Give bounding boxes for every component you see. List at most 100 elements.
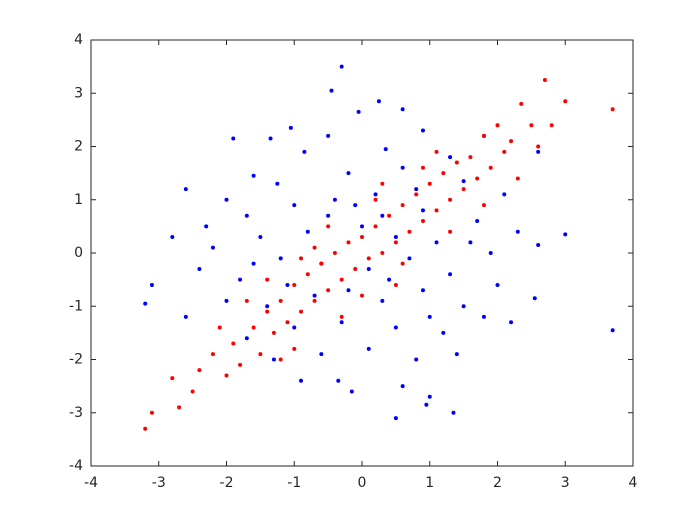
point <box>400 165 405 170</box>
point <box>143 426 148 431</box>
point <box>238 362 243 367</box>
point <box>448 229 453 234</box>
point <box>519 101 524 106</box>
y-tick-label: 0 <box>74 245 83 261</box>
point <box>563 99 568 104</box>
point <box>393 235 398 240</box>
point <box>251 173 256 178</box>
point <box>326 133 331 138</box>
point <box>536 149 541 154</box>
point <box>434 149 439 154</box>
point <box>532 296 537 301</box>
point <box>393 325 398 330</box>
y-tick-label: -1 <box>69 298 83 314</box>
point <box>420 128 425 133</box>
point <box>509 320 514 325</box>
point <box>434 208 439 213</box>
point <box>224 298 229 303</box>
point <box>393 416 398 421</box>
point <box>217 325 222 330</box>
point <box>407 229 412 234</box>
point <box>326 288 331 293</box>
y-tick-label: -3 <box>69 405 83 421</box>
point <box>177 405 182 410</box>
point <box>420 165 425 170</box>
x-tick-label: 3 <box>561 475 570 491</box>
point <box>329 88 334 93</box>
point <box>366 266 371 271</box>
point <box>536 144 541 149</box>
point <box>515 229 520 234</box>
point <box>268 136 273 141</box>
point <box>197 266 202 271</box>
point <box>244 213 249 218</box>
point <box>339 320 344 325</box>
point <box>224 373 229 378</box>
point <box>149 282 154 287</box>
point <box>332 251 337 255</box>
point <box>502 149 507 154</box>
point <box>454 352 459 357</box>
point <box>488 165 493 170</box>
point <box>414 192 419 197</box>
point <box>251 261 256 266</box>
point <box>468 155 473 160</box>
point <box>292 346 297 351</box>
y-tick-label: 4 <box>74 32 83 48</box>
point <box>332 197 337 202</box>
point <box>149 410 154 415</box>
point <box>356 109 361 114</box>
point <box>420 288 425 293</box>
point <box>278 256 283 261</box>
point <box>502 192 507 197</box>
point <box>170 376 175 381</box>
point <box>285 320 290 325</box>
point <box>427 314 432 319</box>
point <box>434 240 439 245</box>
point <box>244 336 249 341</box>
point <box>366 256 371 261</box>
point <box>275 181 280 186</box>
x-tick-label: 1 <box>425 475 434 491</box>
point <box>190 389 195 394</box>
point <box>529 123 534 128</box>
point <box>376 99 381 104</box>
point <box>204 224 209 229</box>
point <box>285 282 290 287</box>
point <box>448 197 453 202</box>
point <box>373 224 378 229</box>
point <box>481 203 486 208</box>
point <box>461 179 466 184</box>
point <box>353 266 358 271</box>
point <box>339 314 344 319</box>
point <box>238 277 243 282</box>
point <box>536 243 541 248</box>
point <box>326 213 331 218</box>
point <box>610 107 615 112</box>
point <box>448 272 453 277</box>
point <box>420 208 425 213</box>
point <box>305 229 310 234</box>
y-tick-label: 3 <box>74 85 83 101</box>
point <box>461 187 466 192</box>
point <box>427 181 432 186</box>
point <box>305 272 310 277</box>
point <box>339 64 344 69</box>
point <box>414 187 419 192</box>
point <box>346 171 351 176</box>
point <box>451 410 456 415</box>
point <box>244 298 249 303</box>
x-tick-label: 0 <box>358 475 367 491</box>
point <box>495 282 500 287</box>
point <box>393 282 398 287</box>
point <box>542 77 547 82</box>
y-tick-label: -2 <box>69 352 83 368</box>
point <box>427 394 432 399</box>
point <box>461 304 466 309</box>
point <box>563 232 568 237</box>
point <box>373 197 378 202</box>
point <box>441 171 446 176</box>
x-tick-label: 4 <box>629 475 638 491</box>
y-tick-label: 1 <box>74 192 83 208</box>
